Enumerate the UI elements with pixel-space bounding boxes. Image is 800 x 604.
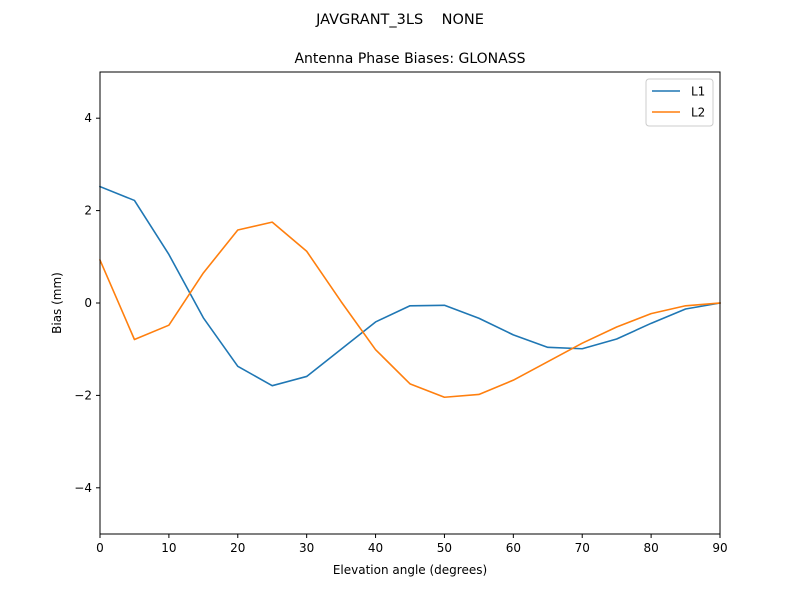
x-axis: 0 10 20 30 40 50 60 70 80 90 [96, 534, 728, 555]
x-tick-label: 60 [506, 541, 521, 555]
x-tick-label: 50 [437, 541, 452, 555]
y-axis: −4 −2 0 2 4 [74, 111, 100, 495]
y-tick-label: 4 [84, 111, 92, 125]
y-tick-label: 2 [84, 204, 92, 218]
series-line-l2 [98, 221, 721, 399]
series-layer [98, 185, 721, 399]
x-tick-label: 80 [643, 541, 658, 555]
x-tick-label: 40 [368, 541, 383, 555]
y-axis-label: Bias (mm) [50, 272, 64, 334]
y-tick-label: −4 [74, 481, 92, 495]
legend-label-l1: L1 [691, 85, 705, 99]
x-tick-label: 20 [230, 541, 245, 555]
legend: L1 L2 [645, 78, 714, 127]
plot-area [100, 72, 720, 534]
x-tick-label: 90 [712, 541, 727, 555]
x-tick-label: 70 [575, 541, 590, 555]
legend-label-l2: L2 [691, 106, 705, 120]
x-axis-label: Elevation angle (degrees) [333, 563, 487, 577]
series-line-l1 [98, 185, 721, 387]
y-tick-label: −2 [74, 388, 92, 402]
x-tick-label: 10 [161, 541, 176, 555]
y-tick-label: 0 [84, 296, 92, 310]
x-tick-label: 0 [96, 541, 104, 555]
chart-title: Antenna Phase Biases: GLONASS [294, 51, 525, 67]
x-tick-label: 30 [299, 541, 314, 555]
figure-suptitle: JAVGRANT_3LS NONE [315, 12, 484, 28]
